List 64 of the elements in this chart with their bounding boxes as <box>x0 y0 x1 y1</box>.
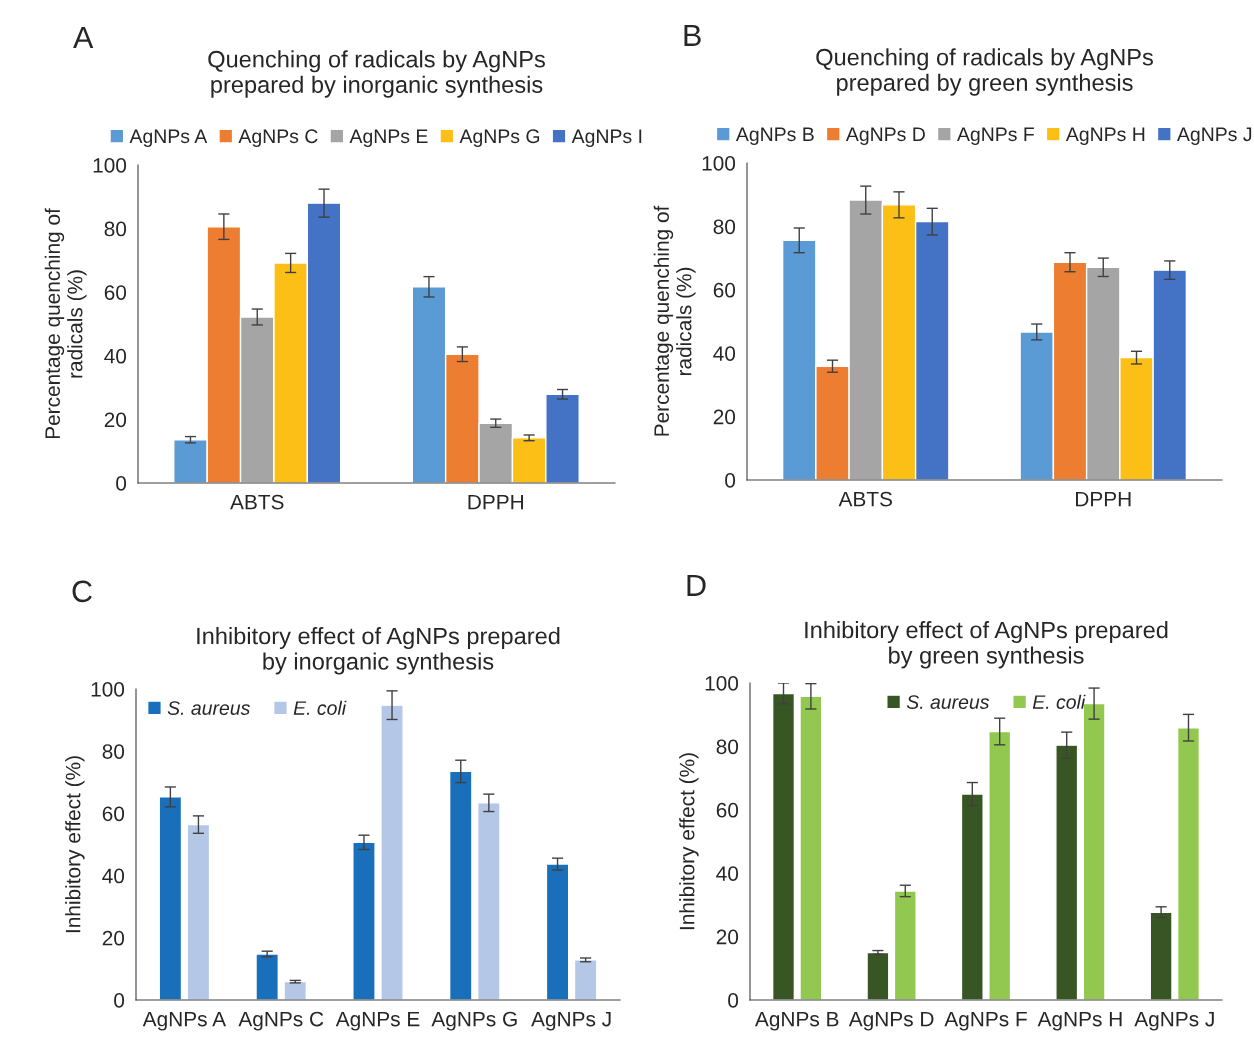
x-tick-label: AgNPs B <box>754 1011 839 1031</box>
legend-label: AgNPs E <box>349 129 428 147</box>
text: D <box>687 574 706 596</box>
x-tick-label: AgNPs E <box>335 1011 420 1031</box>
y-tick-label: 100 <box>91 682 125 697</box>
y-tick-label: 0 <box>116 476 127 491</box>
chart-title: Inhibitory effect of AgNPs prepared by inorganic synthesis <box>197 627 560 675</box>
y-tick-label: 0 <box>725 473 736 488</box>
x-tick-label: ABTS <box>838 491 892 507</box>
y-axis-title: Percentage quenching of radicals (%) <box>44 208 87 439</box>
y-tick-label: 100 <box>705 676 739 691</box>
y-axis-title: Inhibitory effect (%) <box>65 756 85 933</box>
text: A <box>73 26 94 48</box>
legend-label: E. coli <box>1032 694 1086 709</box>
y-tick-label: 20 <box>104 412 127 428</box>
x-tick-label: AgNPs D <box>848 1011 934 1031</box>
chart-title: Quenching of radicals by AgNPs prepared by inorganic synthesis <box>208 50 545 98</box>
x-tick-label: AgNPs J <box>531 1011 611 1031</box>
legend-label: AgNPs C <box>238 129 318 147</box>
y-tick-label: 20 <box>716 929 739 945</box>
y-tick-label: 20 <box>713 409 736 425</box>
legend-label: AgNPs A <box>129 129 208 147</box>
legend-label: E. coli <box>293 700 347 715</box>
y-tick-label: 60 <box>102 806 125 822</box>
y-tick-label: 0 <box>114 993 125 1008</box>
x-tick-label: AgNPs A <box>142 1011 227 1031</box>
y-tick-label: 0 <box>728 993 739 1008</box>
text: C <box>72 580 92 603</box>
chart-title: Quenching of radicals by AgNPs prepared by green synthesis <box>816 48 1153 96</box>
text: B <box>684 24 701 46</box>
y-tick-label: 20 <box>102 930 125 946</box>
y-tick-label: 40 <box>102 868 125 884</box>
x-tick-label: ABTS <box>230 494 284 510</box>
legend-label: AgNPs J <box>1176 127 1252 145</box>
y-tick-label: 80 <box>104 221 127 237</box>
x-tick-label: AgNPs C <box>238 1011 324 1031</box>
y-tick-label: 40 <box>716 866 739 881</box>
legend-label: AgNPs D <box>845 127 925 145</box>
y-tick-label: 100 <box>93 158 127 173</box>
x-tick-label: AgNPs J <box>1134 1011 1214 1031</box>
chart-title: Inhibitory effect of AgNPs prepared by green synthesis <box>805 621 1168 669</box>
y-tick-label: 100 <box>702 156 736 171</box>
y-tick-label: 60 <box>716 802 739 818</box>
legend-label: AgNPs F <box>956 127 1034 145</box>
y-axis-title: Inhibitory effect (%) <box>679 753 699 930</box>
legend-label: S. aureus <box>167 701 250 715</box>
y-tick-label: 60 <box>104 285 127 300</box>
x-tick-label: AgNPs G <box>431 1011 517 1031</box>
y-tick-label: 40 <box>104 348 127 364</box>
legend-label: AgNPs H <box>1065 127 1145 145</box>
legend-label: S. aureus <box>906 695 990 709</box>
x-tick-label: AgNPs H <box>1037 1011 1122 1031</box>
y-tick-label: 80 <box>713 219 736 235</box>
x-tick-label: DPPH <box>468 494 523 510</box>
y-axis-title: Percentage quenching of radicals (%) <box>653 205 696 436</box>
legend-label: AgNPs B <box>735 127 814 145</box>
legend-label: AgNPs I <box>571 129 642 147</box>
legend-label: AgNPs G <box>459 129 540 147</box>
x-tick-label: AgNPs F <box>944 1011 1027 1031</box>
y-tick-label: 80 <box>716 739 739 755</box>
y-tick-label: 40 <box>713 346 736 361</box>
y-tick-label: 60 <box>713 282 736 298</box>
x-tick-label: DPPH <box>1076 491 1131 507</box>
y-tick-label: 80 <box>102 744 125 759</box>
